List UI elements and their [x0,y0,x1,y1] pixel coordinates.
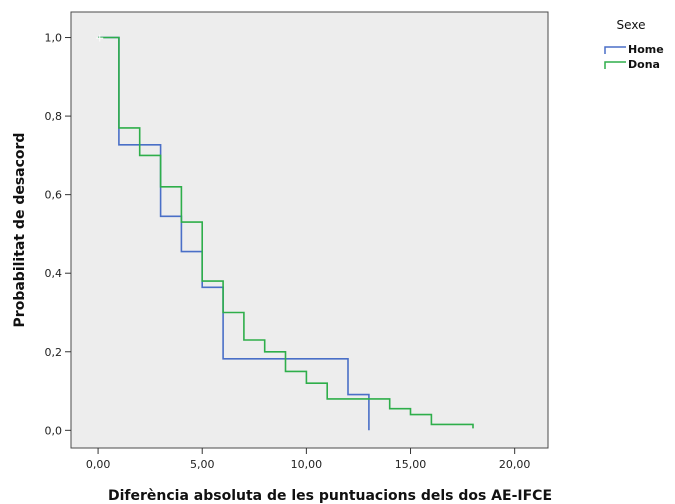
legend-label-dona: Dona [628,58,660,71]
y-axis: 0,0 0,2 0,4 0,6 0,8 1,0 [45,32,71,437]
plot-area [70,11,549,449]
legend-title: Sexe [617,18,646,32]
y-tick-label: 1,0 [45,32,63,45]
legend-item-home: Home [604,43,664,56]
x-tick-label: 5,00 [190,458,215,471]
censor-mark: + [95,32,104,45]
x-tick-label: 0,00 [86,458,111,471]
series-line-dona [98,36,474,429]
y-tick-label: 0,6 [45,189,63,202]
x-tick-label: 15,00 [395,458,427,471]
legend-label-home: Home [628,43,664,56]
legend-swatch-dona [604,61,626,69]
y-tick-label: 0,0 [45,424,63,437]
legend: Sexe Home Dona [604,18,664,71]
series-layer: + [95,32,474,431]
y-tick-label: 0,4 [45,267,63,280]
x-tick-label: 10,00 [291,458,323,471]
y-axis-title: Probabilitat de desacord [12,133,28,328]
y-tick-label: 0,8 [45,110,63,123]
legend-swatch-home [604,46,626,54]
x-axis: 0,00 5,00 10,00 15,00 20,00 [86,448,531,471]
x-tick-label: 20,00 [499,458,531,471]
y-tick-label: 0,2 [45,346,63,359]
x-axis-title: Diferència absoluta de les puntuacions d… [108,488,552,504]
legend-item-dona: Dona [604,58,660,71]
